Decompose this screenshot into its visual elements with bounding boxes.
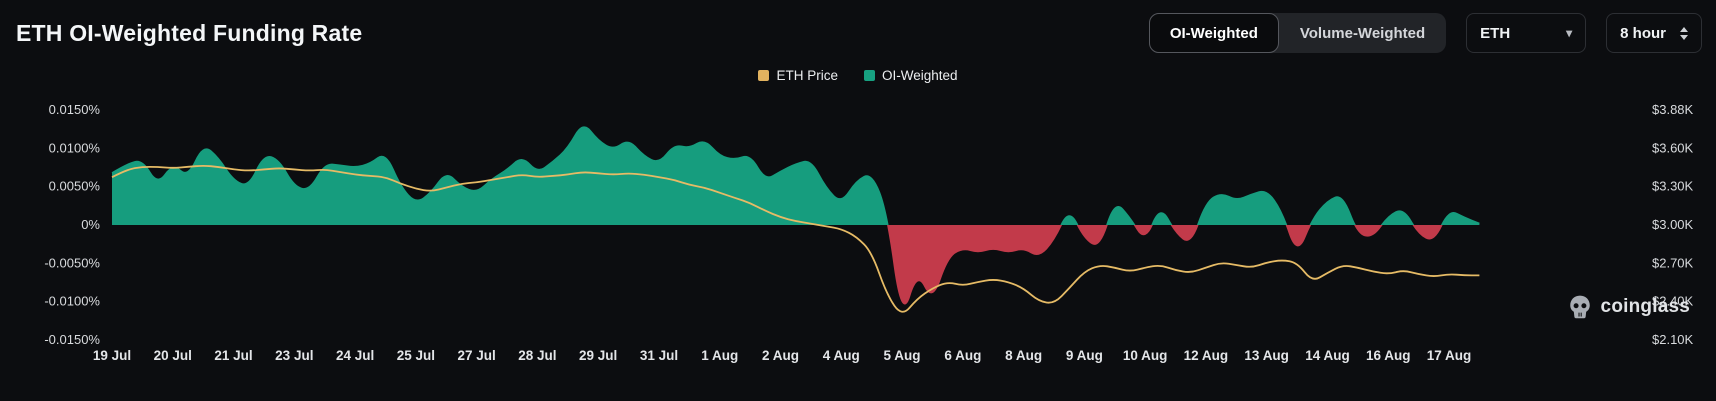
x-axis-tick: 1 Aug bbox=[701, 348, 738, 363]
right-axis-tick: $3.60K bbox=[1652, 140, 1694, 155]
right-axis-tick: $3.88K bbox=[1652, 102, 1694, 117]
coinglass-watermark: coinglass bbox=[1567, 294, 1690, 320]
toggle-volume-weighted[interactable]: Volume-Weighted bbox=[1279, 13, 1446, 53]
right-axis-tick: $3.00K bbox=[1652, 217, 1694, 232]
left-axis-tick: 0.0050% bbox=[49, 179, 101, 194]
x-axis-tick: 31 Jul bbox=[640, 348, 678, 363]
legend-item-eth-price[interactable]: ETH Price bbox=[758, 68, 838, 83]
chevron-down-icon: ▾ bbox=[1566, 26, 1573, 40]
eth-price-line bbox=[111, 165, 1480, 313]
watermark-label: coinglass bbox=[1600, 296, 1690, 317]
x-axis-tick: 14 Aug bbox=[1305, 348, 1350, 363]
x-axis-tick: 28 Jul bbox=[518, 348, 556, 363]
left-axis-tick: -0.0150% bbox=[44, 332, 100, 347]
interval-select[interactable]: 8 hour bbox=[1606, 13, 1702, 53]
right-axis-tick: $2.10K bbox=[1652, 332, 1694, 347]
symbol-select-value: ETH bbox=[1480, 24, 1511, 42]
funding-line-positive bbox=[111, 126, 1480, 225]
oi-weighted-swatch bbox=[863, 70, 875, 81]
coinglass-logo-icon bbox=[1569, 295, 1590, 319]
x-axis-tick: 13 Aug bbox=[1244, 348, 1289, 363]
x-axis-tick: 17 Aug bbox=[1427, 348, 1472, 363]
x-axis-tick: 5 Aug bbox=[884, 348, 921, 363]
header: ETH OI-Weighted Funding Rate OI-Weighted… bbox=[0, 0, 1716, 57]
x-axis-tick: 25 Jul bbox=[397, 348, 435, 363]
x-axis-tick: 19 Jul bbox=[93, 348, 131, 363]
header-controls: OI-Weighted Volume-Weighted ETH ▾ 8 hour bbox=[1148, 13, 1702, 53]
weighting-toggle: OI-Weighted Volume-Weighted bbox=[1148, 13, 1447, 53]
legend-item-oi-weighted[interactable]: OI-Weighted bbox=[863, 68, 958, 83]
x-axis-tick: 24 Jul bbox=[336, 348, 374, 363]
right-axis-tick: $2.70K bbox=[1652, 255, 1694, 270]
eth-price-swatch bbox=[758, 70, 770, 81]
x-axis-tick: 23 Jul bbox=[275, 348, 313, 363]
x-axis-tick: 16 Aug bbox=[1366, 348, 1411, 363]
x-axis-tick: 21 Jul bbox=[214, 348, 252, 363]
funding-area-positive bbox=[112, 127, 1480, 225]
x-axis-tick: 12 Aug bbox=[1184, 348, 1229, 363]
x-axis-tick: 20 Jul bbox=[154, 348, 192, 363]
right-axis-tick: $3.30K bbox=[1652, 179, 1694, 194]
legend-label: ETH Price bbox=[776, 68, 838, 83]
chart-legend: ETH Price OI-Weighted bbox=[0, 68, 1716, 83]
interval-select-value: 8 hour bbox=[1620, 24, 1666, 42]
symbol-select[interactable]: ETH ▾ bbox=[1466, 13, 1587, 53]
left-axis-tick: -0.0050% bbox=[44, 255, 100, 270]
left-axis-tick: 0.0100% bbox=[49, 140, 101, 155]
x-axis-tick: 6 Aug bbox=[944, 348, 981, 363]
toggle-oi-weighted[interactable]: OI-Weighted bbox=[1148, 13, 1279, 53]
x-axis-tick: 9 Aug bbox=[1066, 348, 1103, 363]
page-title: ETH OI-Weighted Funding Rate bbox=[16, 19, 363, 46]
x-axis-tick: 29 Jul bbox=[579, 348, 617, 363]
right-axis-tick: $2.40K bbox=[1652, 294, 1694, 309]
x-axis-tick: 8 Aug bbox=[1005, 348, 1042, 363]
legend-label: OI-Weighted bbox=[881, 68, 958, 83]
x-axis-tick: 4 Aug bbox=[823, 348, 860, 363]
up-down-stepper-icon bbox=[1680, 26, 1688, 40]
x-axis-tick: 2 Aug bbox=[762, 348, 799, 363]
x-axis-tick: 27 Jul bbox=[457, 348, 495, 363]
left-axis-tick: -0.0100% bbox=[44, 294, 100, 309]
left-axis-tick: 0.0150% bbox=[49, 102, 101, 117]
x-axis-tick: 10 Aug bbox=[1123, 348, 1168, 363]
left-axis-tick: 0% bbox=[81, 217, 100, 232]
